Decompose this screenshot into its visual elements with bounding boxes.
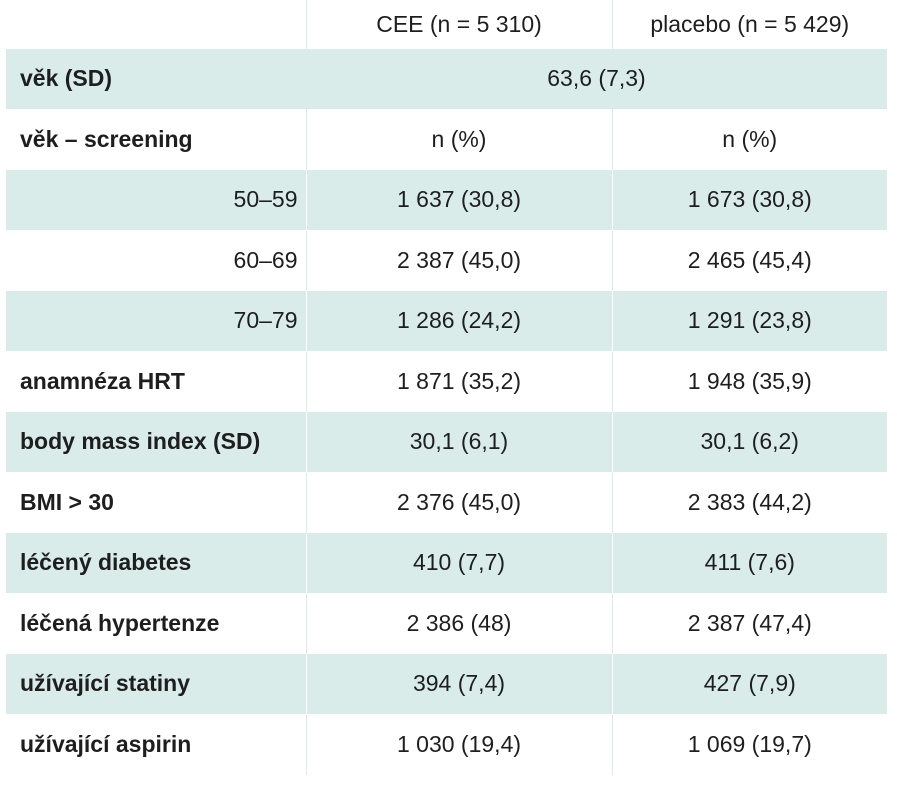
header-label-cell [6,0,306,49]
placebo-value-cell: 2 465 (45,4) [611,230,887,291]
placebo-value-cell: 1 673 (30,8) [611,169,887,230]
cee-value-cell: 1 871 (35,2) [305,351,612,412]
baseline-characteristics-table-frame: CEE (n = 5 310) placebo (n = 5 429) věk … [6,0,887,775]
table-row: body mass index (SD) 30,1 (6,1) 30,1 (6,2) [6,411,887,472]
cee-value-cell: 2 386 (48) [305,593,612,654]
cee-value-cell: 30,1 (6,1) [305,411,612,472]
table-row: 70–79 1 286 (24,2) 1 291 (23,8) [6,290,887,351]
placebo-value-cell: 427 (7,9) [611,653,887,714]
cee-value-cell: 2 376 (45,0) [305,472,612,533]
cee-value-cell: 394 (7,4) [305,653,612,714]
baseline-characteristics-table: CEE (n = 5 310) placebo (n = 5 429) věk … [6,0,887,775]
table-row: věk – screening n (%) n (%) [6,109,887,170]
header-cee-cell: CEE (n = 5 310) [305,0,612,49]
row-label-cell: léčený diabetes [6,532,306,593]
cee-value-cell: 1 030 (19,4) [305,714,612,775]
row-label-cell: anamnéza HRT [20,367,185,394]
merged-value-cell: 63,6 (7,3) [306,48,887,109]
placebo-value-cell: 2 387 (47,4) [611,593,887,654]
placebo-value-cell: n (%) [611,109,887,170]
table-row: 50–59 1 637 (30,8) 1 673 (30,8) [6,169,887,230]
row-label-cell: 50–59 [6,169,306,230]
row-label-cell: 70–79 [6,290,306,351]
table-row: léčený diabetes 410 (7,7) 411 (7,6) [6,532,887,593]
cee-value-cell: 1 286 (24,2) [305,290,612,351]
table-header-row: CEE (n = 5 310) placebo (n = 5 429) [6,0,887,49]
placebo-value-cell: 1 948 (35,9) [611,351,887,412]
row-label-cell: body mass index (SD) [6,411,306,472]
table-row: věk (SD) 63,6 (7,3) [6,48,887,109]
row-label-cell: 60–69 [233,246,298,273]
table-row: užívající aspirin 1 030 (19,4) 1 069 (19,7… [6,714,887,775]
placebo-value-cell: 411 (7,6) [611,532,887,593]
row-label-cell: užívající aspirin [20,730,192,757]
placebo-value-cell: 30,1 (6,2) [611,411,887,472]
table-row: užívající statiny 394 (7,4) 427 (7,9) [6,653,887,714]
row-label-cell: léčená hypertenze [20,609,220,636]
placebo-value-cell: 1 069 (19,7) [611,714,887,775]
header-placebo-cell: placebo (n = 5 429) [611,0,887,49]
table-row: 60–69 2 387 (45,0) 2 465 (45,4) [6,230,887,291]
cee-value-cell: 1 637 (30,8) [305,169,612,230]
placebo-value-cell: 1 291 (23,8) [611,290,887,351]
table-row: BMI > 30 2 376 (45,0) 2 383 (44,2) [6,472,887,533]
table-row: anamnéza HRT 1 871 (35,2) 1 948 (35,9) [6,351,887,412]
table-row: léčená hypertenze 2 386 (48) 2 387 (47,4) [6,593,887,654]
cee-value-cell: n (%) [305,109,612,170]
placebo-value-cell: 2 383 (44,2) [611,472,887,533]
row-label-cell: BMI > 30 [20,488,114,515]
row-label-cell: užívající statiny [6,653,306,714]
row-label-cell: věk – screening [20,125,193,152]
row-label-cell: věk (SD) [6,48,306,109]
cee-value-cell: 410 (7,7) [305,532,612,593]
cee-value-cell: 2 387 (45,0) [305,230,612,291]
